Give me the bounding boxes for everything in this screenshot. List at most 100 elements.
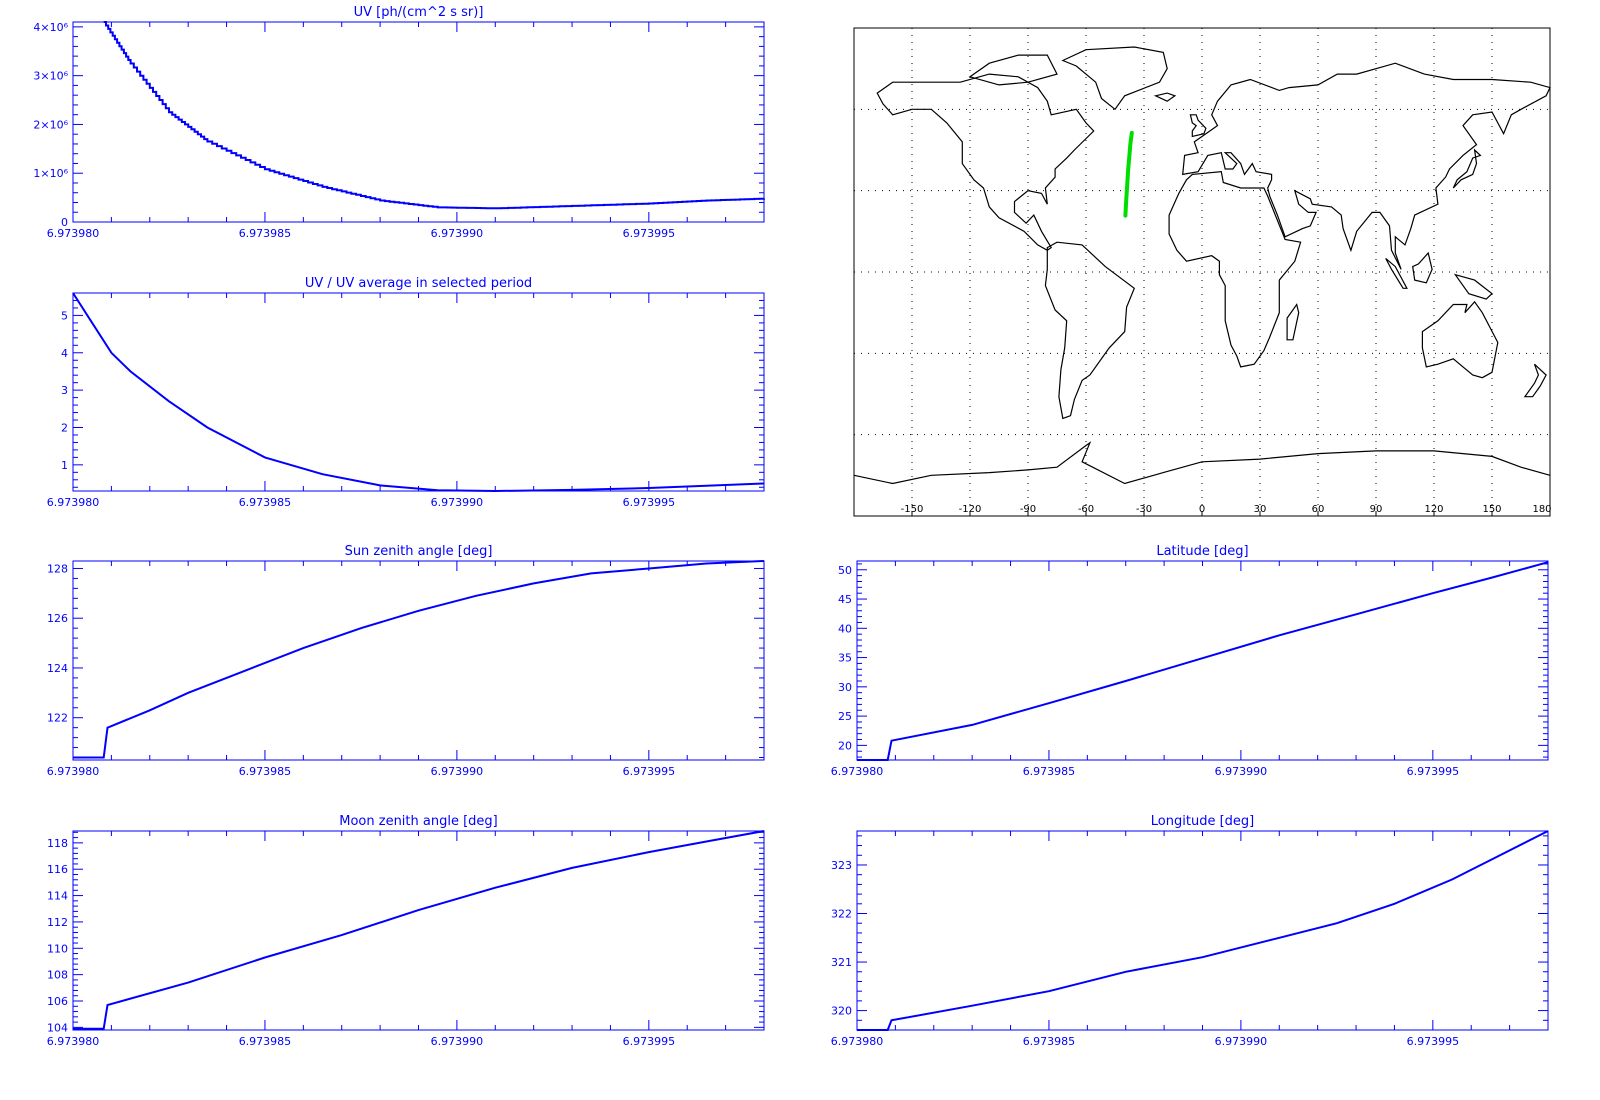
- coastline-new-zealand: [1523, 363, 1547, 398]
- x-tick-label: 6.973980: [47, 1035, 100, 1048]
- x-tick-label: 6.973990: [431, 1035, 484, 1048]
- map-x-tick-label: -30: [1136, 504, 1152, 515]
- orbit-track: [1123, 130, 1134, 218]
- panel-sun: Sun zenith angle [deg] 6.973980 6.973985 6.…: [47, 544, 765, 778]
- x-tick-label: 6.973980: [47, 227, 100, 240]
- chart-title: UV / UV average in selected period: [305, 276, 532, 291]
- map-frame: [853, 27, 1551, 517]
- x-tick-label: 6.973980: [47, 765, 100, 778]
- x-tick-label: 6.973990: [1215, 1035, 1268, 1048]
- chart-title: Sun zenith angle [deg]: [345, 544, 493, 559]
- plot-frame: [72, 21, 765, 223]
- chart-title: Longitude [deg]: [1151, 814, 1254, 829]
- map-x-tick-label: 120: [1424, 504, 1443, 515]
- map-x-tick-label: 180: [1532, 504, 1551, 515]
- y-tick-label: 1×10⁶: [33, 167, 68, 180]
- x-tick-label: 6.973980: [47, 496, 100, 509]
- y-tick-label: 5: [61, 309, 68, 322]
- series-line: [72, 292, 765, 493]
- plot-frame: [72, 830, 765, 1031]
- panel-uv_ratio: UV / UV average in selected period 6.9739…: [47, 276, 765, 509]
- x-tick-label: 6.973980: [831, 765, 884, 778]
- x-tick-label: 6.973995: [1407, 765, 1460, 778]
- y-tick-label: 2: [61, 421, 68, 434]
- panel-map: -150 -120 -90 -60 -30 0 30 60 90 120 150 180: [853, 27, 1552, 517]
- coastline-antarctica: [853, 441, 1551, 485]
- coastline-madagascar: [1286, 303, 1300, 341]
- coastline-new-guinea: [1453, 273, 1493, 300]
- coastline-north-america: [876, 73, 1095, 252]
- series-line: [857, 561, 1549, 761]
- coastline-eurasia: [1182, 62, 1551, 270]
- x-tick-label: 6.973995: [623, 496, 676, 509]
- map-x-tick-label: -120: [959, 504, 982, 515]
- y-tick-label: 112: [47, 916, 68, 929]
- coastline-japan: [1452, 148, 1482, 189]
- y-tick-label: 0: [61, 216, 68, 229]
- x-tick-label: 6.973985: [1023, 1035, 1076, 1048]
- series-line: [73, 830, 765, 1030]
- map-x-tick-label: 90: [1370, 504, 1383, 515]
- map-x-tick-label: 150: [1482, 504, 1501, 515]
- x-tick-label: 6.973980: [831, 1035, 884, 1048]
- coastline-africa: [1168, 171, 1302, 368]
- y-tick-label: 50: [838, 564, 852, 577]
- y-tick-label: 25: [838, 710, 852, 723]
- y-tick-label: 108: [47, 969, 68, 982]
- y-tick-label: 106: [47, 995, 68, 1008]
- map-x-tick-label: -150: [901, 504, 924, 515]
- map-x-tick-label: -60: [1078, 504, 1094, 515]
- x-tick-label: 6.973985: [239, 765, 292, 778]
- panel-moon: Moon zenith angle [deg] 6.973980 6.973985 6…: [47, 814, 765, 1048]
- series-line: [73, 560, 765, 759]
- coastline-south-america: [1044, 241, 1136, 420]
- y-tick-label: 110: [47, 942, 68, 955]
- coastline-sumatra: [1385, 257, 1408, 289]
- series-line: [857, 830, 1549, 1031]
- chart-title: Moon zenith angle [deg]: [339, 814, 497, 829]
- plot-frame: [856, 830, 1549, 1031]
- chart-title: Latitude [deg]: [1156, 544, 1248, 559]
- map-x-tick-label: 60: [1312, 504, 1325, 515]
- x-tick-label: 6.973995: [623, 1035, 676, 1048]
- coastline-greenland: [1061, 46, 1168, 111]
- y-tick-label: 40: [838, 622, 852, 635]
- y-tick-label: 20: [838, 739, 852, 752]
- y-tick-label: 128: [47, 562, 68, 575]
- map-x-tick-label: 0: [1199, 504, 1205, 515]
- series-line: [103, 21, 765, 210]
- y-tick-label: 45: [838, 593, 852, 606]
- y-tick-label: 3: [61, 384, 68, 397]
- coastline-australia: [1421, 300, 1499, 379]
- x-tick-label: 6.973995: [1407, 1035, 1460, 1048]
- x-tick-label: 6.973985: [239, 227, 292, 240]
- y-tick-label: 114: [47, 890, 68, 903]
- y-tick-label: 1: [61, 459, 68, 472]
- map-x-tick-label: -90: [1020, 504, 1036, 515]
- panel-lon: Longitude [deg] 6.973980 6.973985 6.973990 6…: [831, 814, 1549, 1048]
- coastline-great-britain: [1189, 114, 1207, 138]
- x-tick-label: 6.973995: [623, 227, 676, 240]
- x-tick-label: 6.973990: [431, 496, 484, 509]
- y-tick-label: 322: [831, 908, 852, 921]
- y-tick-label: 126: [47, 612, 68, 625]
- map-x-tick-label: 30: [1254, 504, 1267, 515]
- x-tick-label: 6.973985: [239, 496, 292, 509]
- y-tick-label: 320: [831, 1005, 852, 1018]
- coastline-canadian-arctic: [968, 54, 1058, 86]
- y-tick-label: 3×10⁶: [33, 70, 68, 83]
- y-tick-label: 35: [838, 652, 852, 665]
- y-tick-label: 4: [61, 347, 68, 360]
- y-tick-label: 321: [831, 956, 852, 969]
- coastline-borneo: [1412, 251, 1433, 284]
- y-tick-label: 122: [47, 712, 68, 725]
- y-tick-label: 323: [831, 859, 852, 872]
- y-tick-label: 104: [47, 1021, 68, 1034]
- coastline-iceland: [1153, 92, 1177, 102]
- y-tick-label: 118: [47, 837, 68, 850]
- panel-uv: UV [ph/(cm^2 s sr)] 6.973980 6.973985 6.973…: [33, 5, 765, 240]
- plot-frame: [72, 560, 765, 761]
- x-tick-label: 6.973995: [623, 765, 676, 778]
- chart-title: UV [ph/(cm^2 s sr)]: [354, 5, 484, 20]
